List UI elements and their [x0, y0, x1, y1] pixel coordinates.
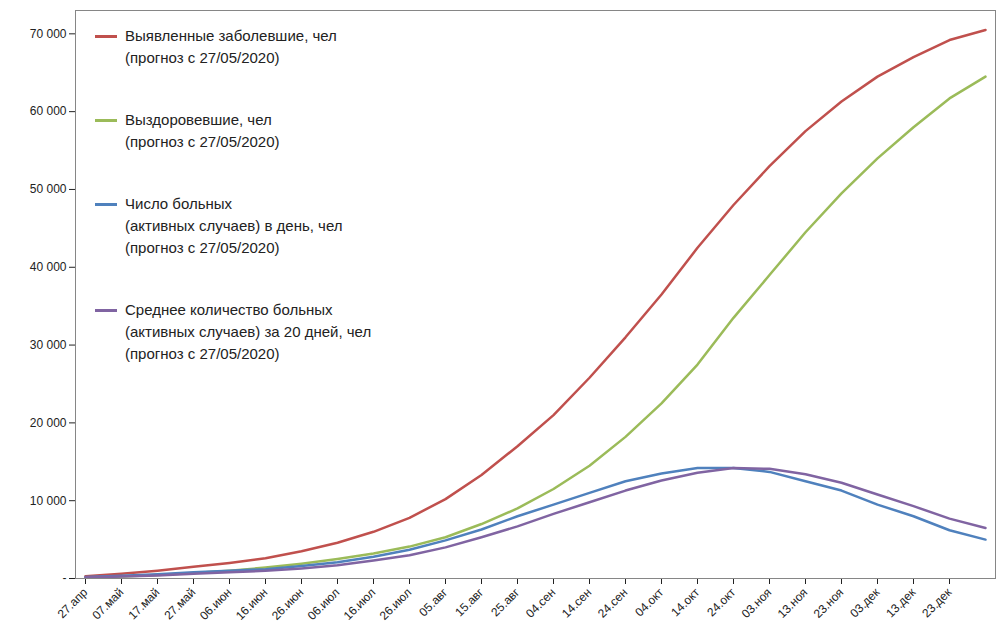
svg-text:60 000: 60 000: [30, 104, 67, 118]
svg-text:24.сен: 24.сен: [595, 585, 630, 620]
svg-text:05.авг: 05.авг: [416, 585, 450, 619]
svg-text:06.июн: 06.июн: [197, 585, 234, 622]
html-text:Среднее количество больных (ак: Среднее количество больных (активных слу…: [125, 301, 372, 362]
svg-text:27.апр: 27.апр: [55, 585, 91, 621]
svg-text:06.июл: 06.июл: [305, 585, 343, 623]
svg-text:03.ноя: 03.ноя: [739, 585, 775, 621]
svg-text:40 000: 40 000: [30, 260, 67, 274]
svg-text:16.июн: 16.июн: [233, 585, 270, 622]
svg-text:70 000: 70 000: [30, 27, 67, 41]
svg-text:14.сен: 14.сен: [559, 585, 594, 620]
svg-text:26.июл: 26.июл: [377, 585, 415, 623]
svg-text:-: -: [63, 571, 67, 585]
svg-text:07.май: 07.май: [89, 585, 126, 622]
svg-text:17.май: 17.май: [125, 585, 162, 622]
html-text:Выявленные заболевшие, чел (пр: Выявленные заболевшие, чел (прогноз с 27…: [125, 27, 337, 66]
svg-text:13.ноя: 13.ноя: [775, 585, 811, 621]
svg-text:03.дек: 03.дек: [847, 585, 883, 621]
svg-text:26.июн: 26.июн: [269, 585, 306, 622]
svg-text:27.май: 27.май: [161, 585, 198, 622]
svg-text:23.ноя: 23.ноя: [811, 585, 847, 621]
svg-text:25.авг: 25.авг: [488, 585, 522, 619]
svg-text:30 000: 30 000: [30, 338, 67, 352]
svg-text:04.сен: 04.сен: [523, 585, 558, 620]
svg-text:20 000: 20 000: [30, 416, 67, 430]
svg-text:13.дек: 13.дек: [883, 585, 919, 621]
svg-text:14.окт: 14.окт: [668, 585, 702, 619]
svg-text:50 000: 50 000: [30, 182, 67, 196]
svg-text:23.дек: 23.дек: [919, 585, 955, 621]
svg-text:24.окт: 24.окт: [704, 585, 738, 619]
svg-text:15.авг: 15.авг: [452, 585, 486, 619]
html-text:Выздоровевшие, чел (прогноз с: Выздоровевшие, чел (прогноз с 27/05/2020…: [125, 111, 280, 150]
svg-text:10 000: 10 000: [30, 494, 67, 508]
svg-text:16.июл: 16.июл: [341, 585, 379, 623]
html-text:Число больных (активных случае: Число больных (активных случаев) в день,…: [125, 195, 343, 256]
svg-text:04.окт: 04.окт: [632, 585, 666, 619]
